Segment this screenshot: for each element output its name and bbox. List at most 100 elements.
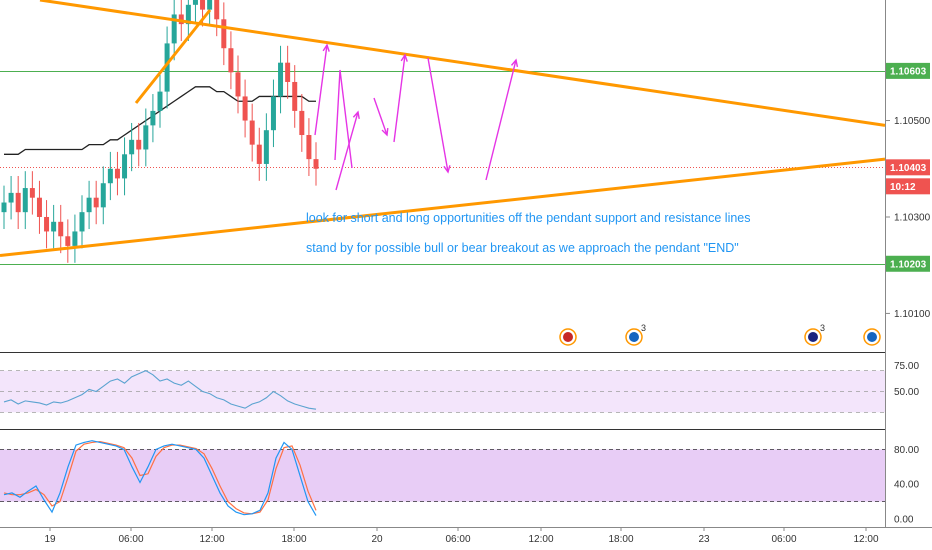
candle-body bbox=[51, 221, 57, 232]
rsi-pane[interactable] bbox=[0, 370, 885, 413]
candle-body bbox=[306, 135, 312, 160]
arrow-annotations[interactable] bbox=[204, 43, 519, 498]
event-flag-icon bbox=[808, 332, 818, 342]
candle-body bbox=[72, 231, 78, 246]
event-flag-icon bbox=[563, 332, 573, 342]
arrow-head-3 bbox=[400, 53, 408, 62]
stoch-axis-label: 0.00 bbox=[894, 515, 914, 526]
arrow-shaft-3 bbox=[393, 54, 406, 143]
candle-body bbox=[221, 19, 227, 49]
arrow-shaft-5 bbox=[485, 59, 517, 181]
candle-body bbox=[242, 96, 248, 121]
candle-body bbox=[192, 0, 198, 5]
candle-body bbox=[313, 159, 319, 169]
stochastic-pane[interactable] bbox=[0, 440, 885, 516]
stoch-axis-label: 80.00 bbox=[894, 445, 919, 456]
time-tick-label: 19 bbox=[44, 534, 56, 545]
time-tick-label: 20 bbox=[371, 534, 383, 545]
support-line bbox=[0, 157, 886, 258]
candle-body bbox=[214, 0, 220, 20]
horizontal-levels bbox=[0, 71, 885, 265]
candle-body bbox=[143, 125, 149, 150]
arrow-shaft-4 bbox=[427, 57, 449, 173]
candle-body bbox=[235, 72, 241, 97]
price-tick-label: 1.10300 bbox=[894, 212, 931, 223]
candle-body bbox=[285, 62, 291, 82]
candle-body bbox=[107, 168, 113, 184]
candle-body bbox=[8, 192, 14, 203]
candle-body bbox=[58, 221, 64, 237]
candle-body bbox=[228, 48, 234, 73]
candle-body bbox=[171, 14, 177, 44]
stoch-axis-label: 40.00 bbox=[894, 480, 919, 491]
candle-body bbox=[178, 14, 184, 25]
event-badge-count: 3 bbox=[641, 323, 646, 333]
arrow-shaft-2 bbox=[373, 97, 388, 136]
candle-body bbox=[256, 144, 262, 164]
event-badge-count: 3 bbox=[820, 323, 825, 333]
arrow-head-2 bbox=[381, 127, 389, 137]
time-tick-label: 12:00 bbox=[199, 534, 224, 545]
event-flag-icon bbox=[629, 332, 639, 342]
main-pane-bg bbox=[0, 0, 885, 352]
candle-body bbox=[22, 188, 28, 213]
candles[interactable] bbox=[1, 0, 319, 263]
time-axis[interactable]: 19 06:00 12:00 18:00 20 06:00 12:00 18:00 23 06:0… bbox=[44, 527, 879, 545]
candle-body bbox=[185, 4, 191, 25]
candle-body bbox=[207, 0, 213, 10]
price-tick-label: 1.10100 bbox=[894, 309, 931, 320]
candle-body bbox=[79, 212, 85, 232]
last-price-tag-bg bbox=[886, 159, 930, 176]
candle-body bbox=[100, 183, 106, 208]
countdown-tag: 10:12 bbox=[890, 182, 916, 193]
candle-body bbox=[249, 120, 255, 145]
candle-body bbox=[299, 110, 305, 136]
candle-body bbox=[65, 236, 71, 246]
price-axis[interactable]: 1.10500 1.10300 1.10100 1.10603 1.10203 1.104… bbox=[885, 0, 932, 527]
time-tick-label: 23 bbox=[698, 534, 710, 545]
rsi-axis-label: 75.00 bbox=[894, 361, 919, 372]
time-tick-label: 06:00 bbox=[118, 534, 143, 545]
candle-body bbox=[36, 197, 42, 217]
annotation-2[interactable]: stand by for possible bull or bear break… bbox=[306, 241, 739, 255]
candle-body bbox=[150, 110, 156, 126]
candle-body bbox=[263, 130, 269, 164]
rsi-line bbox=[3, 370, 317, 410]
candle-body bbox=[114, 168, 120, 179]
time-tick-label: 12:00 bbox=[528, 534, 553, 545]
level-tag-1: 1.10203 bbox=[890, 259, 927, 270]
rsi-axis-label: 50.00 bbox=[894, 387, 919, 398]
level-tag-0: 1.10603 bbox=[890, 66, 927, 77]
arrow-zigzag bbox=[334, 69, 353, 169]
arrow-shaft-1 bbox=[335, 111, 359, 191]
stoch-band bbox=[0, 449, 885, 502]
arrow-head-4 bbox=[443, 165, 451, 174]
arrow-head-5 bbox=[510, 58, 519, 67]
price-tick-label: 1.10500 bbox=[894, 116, 931, 127]
countdown-tag-bg bbox=[886, 178, 930, 195]
candle-body bbox=[44, 216, 50, 232]
candle-body bbox=[278, 62, 284, 97]
level-tag-0-bg bbox=[886, 62, 930, 79]
arrow-head-1 bbox=[352, 110, 360, 120]
candle-body bbox=[270, 96, 276, 131]
candle-body bbox=[86, 197, 92, 213]
arrow-shaft-0 bbox=[314, 44, 328, 136]
candle-body bbox=[1, 202, 7, 213]
pendant-trend-lines[interactable] bbox=[0, 0, 886, 258]
candle-body bbox=[129, 139, 135, 155]
candle-body bbox=[200, 0, 206, 10]
time-tick-label: 06:00 bbox=[445, 534, 470, 545]
main-pane[interactable] bbox=[0, 0, 885, 352]
event-flag-icon bbox=[867, 332, 877, 342]
level-tag-1-bg bbox=[886, 255, 930, 272]
resistance-line bbox=[39, 0, 886, 127]
candle-body bbox=[157, 91, 163, 111]
arrow-head-0 bbox=[322, 43, 330, 52]
time-tick-label: 12:00 bbox=[853, 534, 878, 545]
candle-body bbox=[292, 81, 298, 111]
annotation-1[interactable]: look for short and long opportunities of… bbox=[306, 211, 751, 225]
stoch-k-line bbox=[3, 440, 317, 516]
